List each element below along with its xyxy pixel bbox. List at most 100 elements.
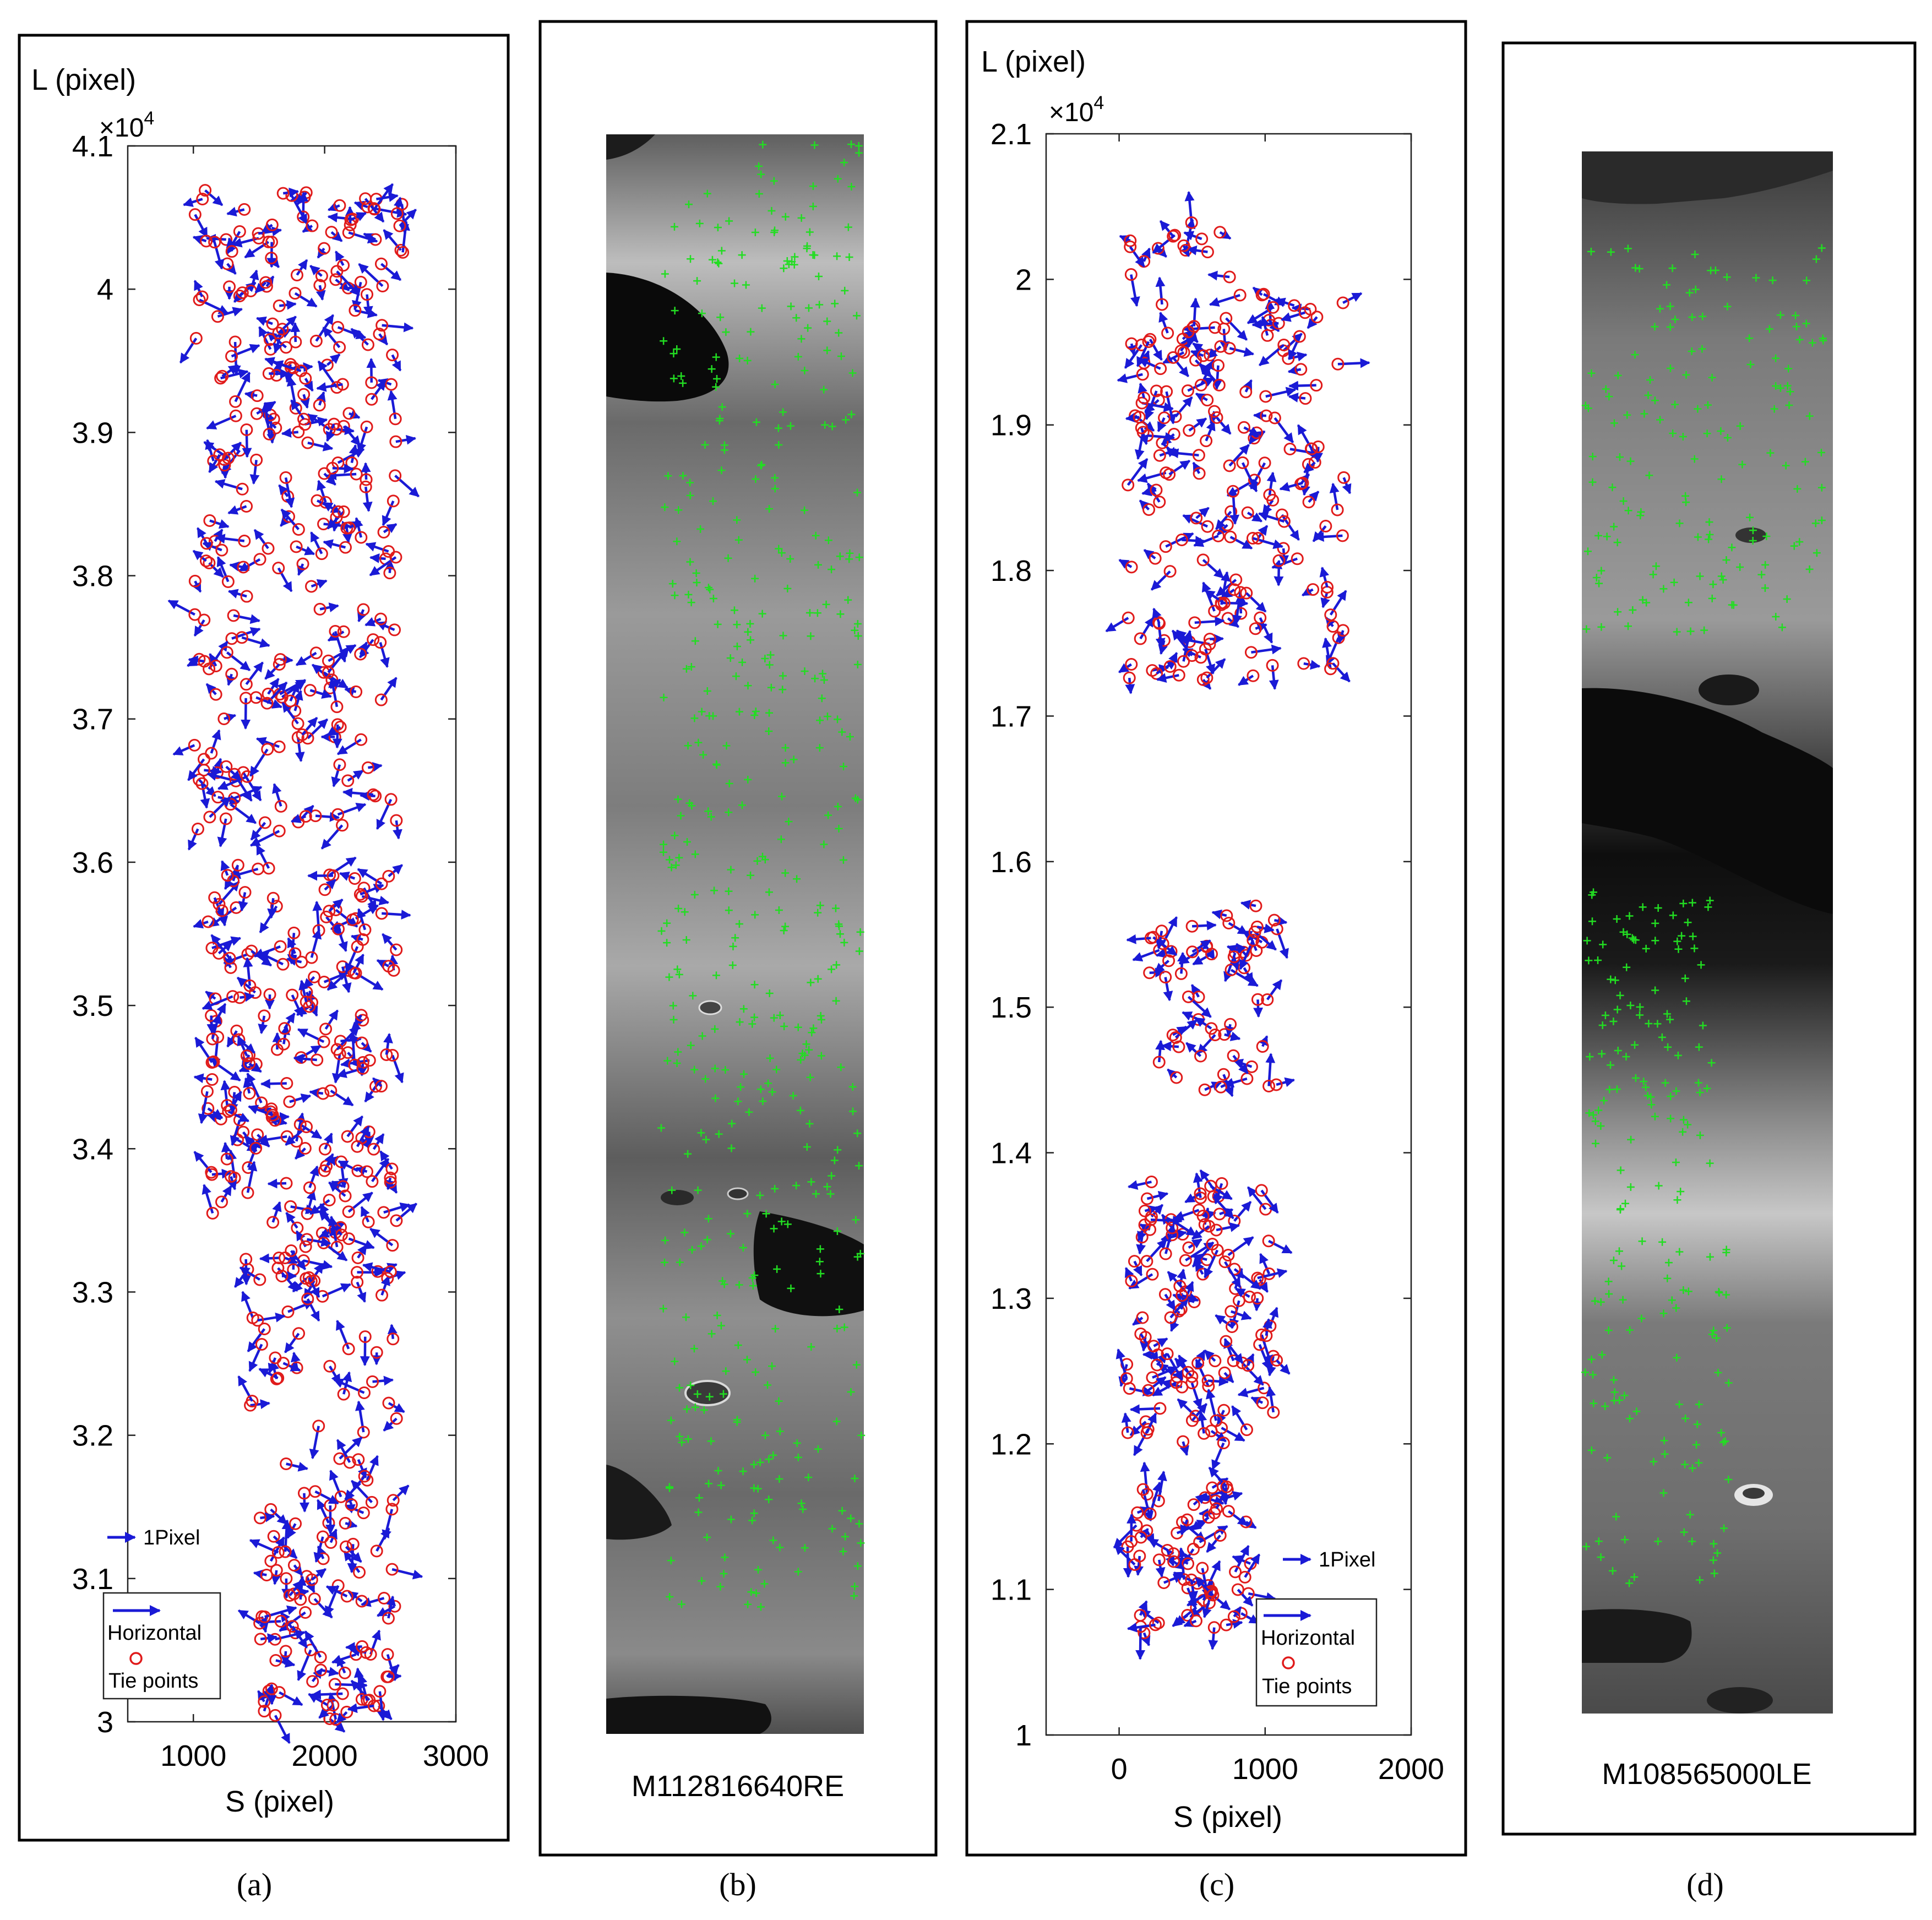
tie-point-marker [836,552,844,561]
displacement-vector [1192,920,1217,931]
tie-point [224,1103,237,1117]
tie-point [361,761,374,774]
tie-point-marker [711,1064,719,1073]
tie-point [374,693,388,706]
displacement-vector [243,957,253,986]
displacement-vector [319,602,339,612]
displacement-vector [1174,396,1193,418]
panel-c-xlabel: S (pixel) [1173,1801,1282,1834]
tie-point [323,1194,336,1207]
tie-point [258,816,271,829]
tie-point [195,290,209,303]
tie-point [202,1102,215,1115]
tie-point-marker [735,920,743,928]
tie-point [325,226,338,239]
y-tick-label: 3.1 [72,1563,113,1596]
tie-point [374,636,387,649]
displacement-vector [376,192,399,202]
displacement-vector [245,661,264,686]
displacement-vector [264,663,280,680]
displacement-vector [231,237,259,248]
tie-point [344,213,357,226]
tie-point [350,685,363,698]
displacement-vector [1161,1041,1179,1052]
tie-point [362,1215,375,1228]
tie-point [203,811,216,824]
tie-point-marker [752,1368,760,1377]
displacement-vector [289,1580,303,1596]
panel-b-tie-point-markers [657,140,866,1611]
displacement-vector [289,1093,312,1103]
panel-a: L (pixel) ×104 3 3.1 3.2 3.3 3.4 3.5 3.6 3.7 3.8… [18,34,510,1902]
tie-point [298,418,312,431]
displacement-vector [293,690,303,711]
y-tick-label: 1.9 [991,409,1032,442]
displacement-vector [283,1013,296,1029]
displacement-vector [226,206,245,217]
displacement-vector [356,426,368,454]
tie-point-marker [842,416,850,424]
displacement-vector [192,235,207,245]
displacement-vector [282,1362,301,1372]
y-tick-label: 1.6 [991,846,1032,879]
displacement-vector [324,878,336,891]
tie-point-marker [673,345,681,353]
tie-point-marker [753,857,761,865]
displacement-vector [364,1085,377,1103]
tie-point [188,738,201,752]
displacement-vector [318,1704,334,1719]
displacement-vector [307,441,334,452]
tie-point-marker [676,1432,684,1440]
displacement-vector [1266,979,1283,1000]
tie-point [389,412,402,426]
tie-point-marker [755,189,763,198]
displacement-vector [307,413,330,431]
displacement-vector [1197,1411,1207,1434]
tie-point-marker [717,1321,725,1330]
tie-point-marker [727,1515,735,1524]
displacement-vector [323,1242,348,1261]
tie-point [300,996,313,1009]
displacement-vector [1211,909,1227,920]
tie-point-marker [675,853,683,862]
tie-point [279,1545,292,1558]
displacement-vector [317,1499,330,1524]
tie-point [341,774,355,787]
tie-point [280,1177,293,1190]
tie-point [385,1503,399,1516]
displacement-vector [320,824,344,850]
displacement-vector [281,701,299,725]
tie-point [258,1705,271,1718]
displacement-vector [258,1015,268,1035]
tie-point [343,1456,356,1469]
tie-point [312,1419,325,1433]
tie-point-marker [672,861,680,869]
tie-point-marker [694,738,703,747]
displacement-vector [1114,1544,1136,1566]
tie-point [318,883,331,896]
displacement-vector [306,1189,317,1214]
displacement-vector [247,1328,266,1352]
panel-d: M108565000LE (d) [1501,41,1917,1902]
displacement-vector [281,1578,292,1599]
displacement-vector [200,783,210,809]
displacement-vector [1191,1516,1210,1531]
tie-point [345,1498,358,1511]
tie-point-marker [679,472,687,480]
tie-point-marker [794,1453,802,1461]
tie-point [209,688,222,701]
tie-point [394,243,407,257]
tie-point-marker [855,1162,863,1170]
tie-point [276,1357,290,1370]
displacement-vector [1149,339,1163,361]
tie-point [300,1233,313,1246]
displacement-vector [377,1605,396,1617]
displacement-vector [361,895,390,906]
displacement-vector [1227,1236,1254,1257]
tie-point [225,1170,238,1183]
displacement-vector [387,1324,398,1339]
tie-point [205,1166,218,1179]
tie-point [375,319,389,332]
tie-point-marker [790,755,798,764]
y-tick-label: 2 [1015,263,1032,296]
